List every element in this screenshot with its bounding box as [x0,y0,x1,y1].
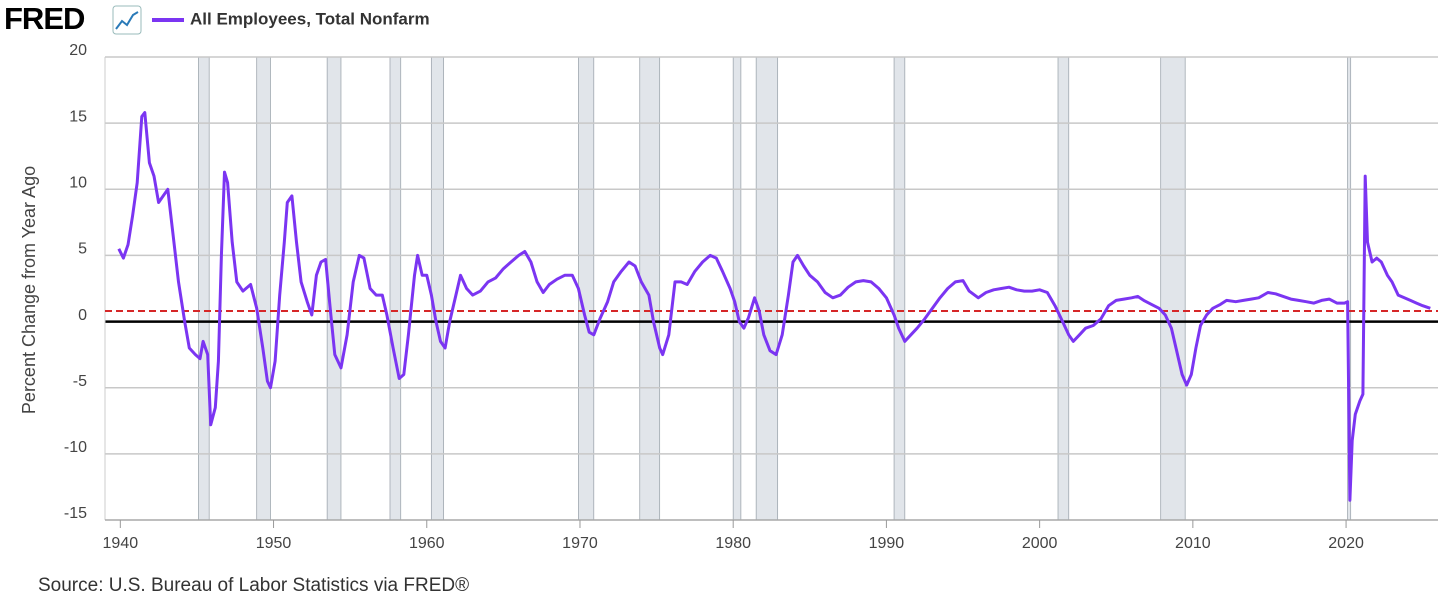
x-tick-label: 1940 [103,535,139,552]
recession-band [732,56,742,521]
recession-band [755,56,779,521]
logo-icon [112,5,142,35]
y-tick-label: -10 [64,439,87,456]
y-tick-label: -15 [64,505,87,522]
recession-band [578,56,595,521]
y-axis-title: Percent Change from Year Ago [19,166,39,414]
recession-band [198,56,210,521]
y-tick-label: 15 [69,108,87,125]
x-tick-label: 1990 [869,535,905,552]
legend-label: All Employees, Total Nonfarm [190,9,430,28]
y-tick-label: 20 [69,42,87,59]
x-tick-label: 2010 [1175,535,1211,552]
recession-band [1057,56,1070,521]
recession-band [389,56,402,521]
fred-logo: FRED [4,1,85,36]
y-tick-label: 0 [78,307,87,324]
recession-band [893,56,906,521]
x-tick-label: 1980 [715,535,751,552]
source-note: Source: U.S. Bureau of Labor Statistics … [38,575,469,596]
y-tick-label: 10 [69,175,87,192]
series-line [117,111,1431,502]
recession-band [256,56,271,521]
x-tick-label: 1970 [562,535,598,552]
x-tick-label: 1960 [409,535,445,552]
recession-band [430,56,445,521]
y-tick-label: 5 [78,241,87,258]
recession-band [1160,56,1186,521]
x-tick-label: 2020 [1328,535,1364,552]
x-tick-label: 1950 [256,535,292,552]
x-tick-label: 2000 [1022,535,1058,552]
recession-band [639,56,661,521]
y-tick-label: -5 [73,373,87,390]
